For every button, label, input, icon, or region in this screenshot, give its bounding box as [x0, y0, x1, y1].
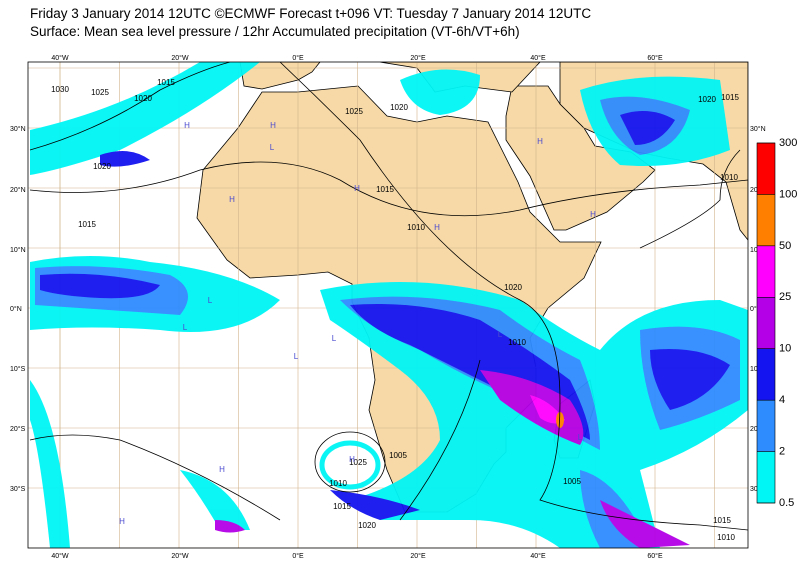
- lon-label-bottom: 40°E: [530, 552, 546, 560]
- pressure-center: H: [184, 121, 190, 130]
- lon-label-top: 20°W: [171, 54, 189, 62]
- lat-label-left: 30°S: [10, 485, 26, 493]
- lon-label-top: 20°E: [410, 54, 426, 62]
- lat-label-left: 10°S: [10, 365, 26, 373]
- colorbar-label: 25: [779, 291, 791, 303]
- isobar-label: 1020: [134, 94, 152, 103]
- pressure-center: L: [294, 352, 299, 361]
- pressure-center: L: [578, 433, 583, 442]
- pressure-center: H: [590, 210, 596, 219]
- lon-label-top: 40°E: [530, 54, 546, 62]
- isobar-label: 1025: [349, 458, 367, 467]
- title-line-2: Surface: Mean sea level pressure / 12hr …: [30, 24, 520, 39]
- pressure-center: H: [537, 137, 543, 146]
- colorbar-swatch: [757, 400, 775, 452]
- lat-label-left: 20°N: [10, 186, 26, 194]
- isobar-label: 1020: [390, 103, 408, 112]
- lat-label-right: 30°N: [750, 125, 766, 133]
- lon-label-top: 40°W: [51, 54, 69, 62]
- lon-label-bottom: 60°E: [647, 552, 663, 560]
- pressure-center: H: [229, 195, 235, 204]
- isobar-label: 1025: [91, 88, 109, 97]
- pressure-center: H: [349, 455, 355, 464]
- map-labels: 1015 1025 1020 1030 1020 1015 1025 1020 1015 1010…: [51, 78, 739, 542]
- colorbar-label: 2: [779, 445, 785, 457]
- pressure-center: H: [434, 223, 440, 232]
- isobars: [29, 62, 748, 531]
- colorbar-swatch: [757, 143, 775, 195]
- lat-label-right: 0°N: [750, 305, 762, 313]
- title-line-1: Friday 3 January 2014 12UTC ©ECMWF Forec…: [30, 6, 591, 21]
- colorbar-swatch: [757, 451, 775, 503]
- isobar-label: 1010: [720, 173, 738, 182]
- isobar-label: 1020: [358, 521, 376, 530]
- lat-label-left: 10°N: [10, 246, 26, 254]
- colorbar-label: 4: [779, 394, 785, 406]
- colorbar-label: 10: [779, 343, 791, 355]
- lon-label-top: 60°E: [647, 54, 663, 62]
- lon-label-bottom: 20°E: [410, 552, 426, 560]
- isobar-label: 1015: [376, 185, 394, 194]
- lat-label-left: 20°S: [10, 425, 26, 433]
- colorbar-label: 0.5: [779, 497, 794, 509]
- isobar-label: 1010: [508, 338, 526, 347]
- lat-label-left: 30°N: [10, 125, 26, 133]
- isobar-label: 1020: [504, 283, 522, 292]
- colorbar-swatch: [757, 297, 775, 349]
- isobar-label: 1005: [563, 477, 581, 486]
- precipitation: [30, 62, 748, 548]
- pressure-center: H: [270, 121, 276, 130]
- colorbar-label: 100: [779, 188, 797, 200]
- isobar-label: 1010: [329, 479, 347, 488]
- isobar-label: 1015: [78, 220, 96, 229]
- colorbar-swatch: [757, 348, 775, 401]
- pressure-center: H: [354, 184, 360, 193]
- pressure-center: L: [332, 334, 337, 343]
- pressure-center: L: [498, 330, 503, 339]
- pressure-center: H: [219, 465, 225, 474]
- colorbar: 0.5 2 4 10 25 50 100 300: [756, 137, 797, 509]
- lat-label-left: 0°N: [10, 305, 22, 313]
- isobar-label: 1030: [51, 85, 69, 94]
- colorbar-label: 50: [779, 240, 791, 252]
- isobar-label: 1015: [713, 516, 731, 525]
- isobar-label: 1015: [157, 78, 175, 87]
- pressure-center: L: [270, 143, 275, 152]
- isobar-label: 1005: [389, 451, 407, 460]
- isobar-label: 1020: [698, 95, 716, 104]
- pressure-center: L: [183, 323, 188, 332]
- colorbar-label: 300: [779, 137, 797, 149]
- precip-extreme: [530, 395, 565, 428]
- pressure-center: L: [208, 296, 213, 305]
- precip-intense: [215, 370, 690, 548]
- lon-label-bottom: 40°W: [51, 552, 69, 560]
- isobar-label: 1025: [345, 107, 363, 116]
- colorbar-swatch: [757, 245, 775, 298]
- isobar-label: 1015: [333, 502, 351, 511]
- lon-label-top: 0°E: [292, 54, 304, 62]
- colorbar-swatch: [757, 194, 775, 246]
- pressure-center: H: [119, 517, 125, 526]
- isobar-label: 1020: [93, 162, 111, 171]
- lon-label-bottom: 20°W: [171, 552, 189, 560]
- map-area: 1015 1025 1020 1030 1020 1015 1025 1020 1015 1010…: [28, 62, 748, 548]
- isobar-label: 1010: [407, 223, 425, 232]
- isobar-label: 1010: [717, 533, 735, 542]
- isobar-label: 1015: [721, 93, 739, 102]
- map-frame: [27, 61, 749, 549]
- lon-label-bottom: 0°E: [292, 552, 304, 560]
